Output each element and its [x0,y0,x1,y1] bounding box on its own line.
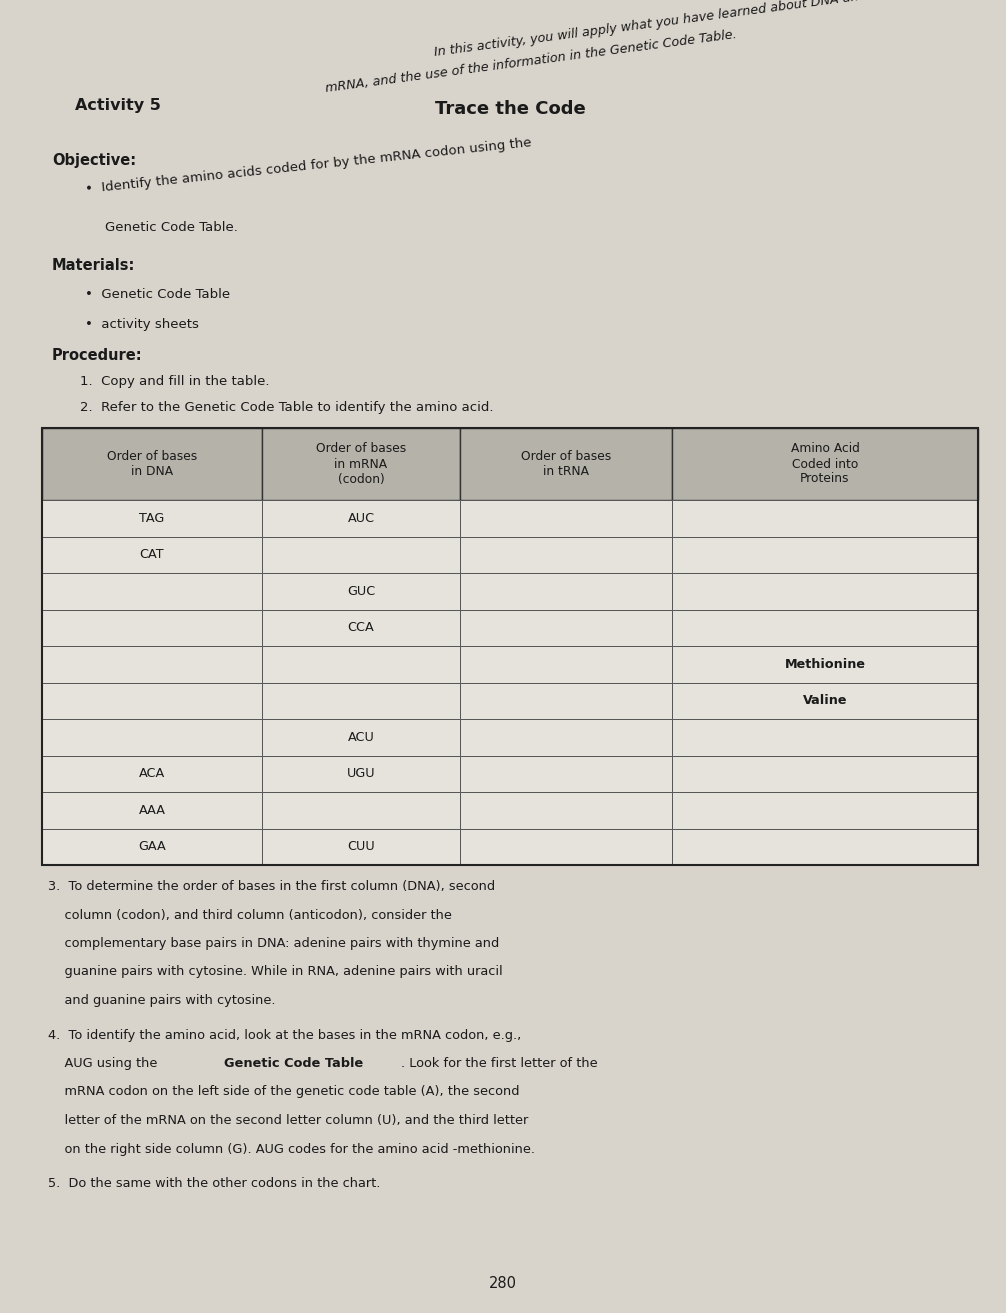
Bar [460,755,672,792]
Text: CAT: CAT [140,549,164,561]
Bar [460,537,672,572]
Text: In this activity, you will apply what you have learned about DNA and: In this activity, you will apply what yo… [434,0,868,59]
Text: UGU: UGU [347,767,375,780]
Bar [262,609,460,646]
Text: complementary base pairs in DNA: adenine pairs with thymine and: complementary base pairs in DNA: adenine… [48,937,499,951]
Text: Trace the Code: Trace the Code [435,100,585,118]
Bar [460,572,672,609]
Text: CCA: CCA [348,621,374,634]
Bar [460,792,672,829]
Bar [672,500,978,537]
Bar [460,428,672,500]
Text: 1.  Copy and fill in the table.: 1. Copy and fill in the table. [80,376,270,389]
Text: . Look for the first letter of the: . Look for the first letter of the [400,1057,598,1070]
Text: 4.  To identify the amino acid, look at the bases in the mRNA codon, e.g.,: 4. To identify the amino acid, look at t… [48,1028,521,1041]
Text: letter of the mRNA on the second letter column (U), and the third letter: letter of the mRNA on the second letter … [48,1113,528,1127]
Text: Valine: Valine [803,695,847,708]
Text: 280: 280 [489,1276,517,1291]
Bar [42,428,262,500]
Text: Genetic Code Table: Genetic Code Table [224,1057,363,1070]
Text: AAA: AAA [139,804,166,817]
Text: 3.  To determine the order of bases in the first column (DNA), second: 3. To determine the order of bases in th… [48,880,495,893]
Text: ACA: ACA [139,767,165,780]
Bar [42,755,262,792]
Text: column (codon), and third column (anticodon), consider the: column (codon), and third column (antico… [48,909,452,922]
Text: Order of bases
in tRNA: Order of bases in tRNA [521,450,611,478]
Bar [672,572,978,609]
Bar [42,428,978,865]
Bar [672,683,978,720]
Text: on the right side column (G). AUG codes for the amino acid -methionine.: on the right side column (G). AUG codes … [48,1142,535,1155]
Bar [262,829,460,865]
Text: Order of bases
in DNA: Order of bases in DNA [107,450,197,478]
Bar [262,572,460,609]
Bar [42,792,262,829]
Text: 5.  Do the same with the other codons in the chart.: 5. Do the same with the other codons in … [48,1176,380,1190]
Text: •  Identify the amino acids coded for by the mRNA codon using the: • Identify the amino acids coded for by … [85,137,532,196]
Text: Procedure:: Procedure: [52,348,143,362]
Bar [460,829,672,865]
Text: •  activity sheets: • activity sheets [85,318,199,331]
Text: Methionine: Methionine [785,658,865,671]
Bar [262,537,460,572]
Text: TAG: TAG [140,512,165,525]
Bar [460,500,672,537]
Bar [672,537,978,572]
Bar [672,829,978,865]
Bar [672,646,978,683]
Text: •  Genetic Code Table: • Genetic Code Table [85,288,230,301]
Bar [262,428,460,500]
Bar [42,537,262,572]
Text: guanine pairs with cytosine. While in RNA, adenine pairs with uracil: guanine pairs with cytosine. While in RN… [48,965,503,978]
Text: ACU: ACU [347,731,374,743]
Bar [460,720,672,755]
Bar [672,755,978,792]
Bar [42,609,262,646]
Bar [262,646,460,683]
Text: Objective:: Objective: [52,154,136,168]
Bar [42,683,262,720]
Bar [262,755,460,792]
Bar [42,572,262,609]
Bar [262,720,460,755]
Text: and guanine pairs with cytosine.: and guanine pairs with cytosine. [48,994,276,1007]
Text: Materials:: Materials: [52,257,136,273]
Text: 2.  Refer to the Genetic Code Table to identify the amino acid.: 2. Refer to the Genetic Code Table to id… [80,400,494,414]
Bar [42,500,262,537]
Text: Genetic Code Table.: Genetic Code Table. [105,221,237,234]
Bar [672,609,978,646]
Text: AUC: AUC [347,512,374,525]
Bar [42,829,262,865]
Bar [262,792,460,829]
Text: Activity 5: Activity 5 [75,98,161,113]
Bar [262,683,460,720]
Text: Order of bases
in mRNA
(codon): Order of bases in mRNA (codon) [316,442,406,486]
Text: Amino Acid
Coded into
Proteins: Amino Acid Coded into Proteins [791,442,859,486]
Bar [672,428,978,500]
Text: GUC: GUC [347,584,375,597]
Text: AUG using the: AUG using the [48,1057,162,1070]
Bar [460,609,672,646]
Bar [672,720,978,755]
Bar [42,646,262,683]
Bar [262,500,460,537]
Text: CUU: CUU [347,840,375,853]
Bar [460,646,672,683]
Bar [42,720,262,755]
Text: mRNA, and the use of the information in the Genetic Code Table.: mRNA, and the use of the information in … [324,28,737,95]
Bar [672,792,978,829]
Text: GAA: GAA [138,840,166,853]
Bar [460,683,672,720]
Text: mRNA codon on the left side of the genetic code table (A), the second: mRNA codon on the left side of the genet… [48,1086,519,1099]
